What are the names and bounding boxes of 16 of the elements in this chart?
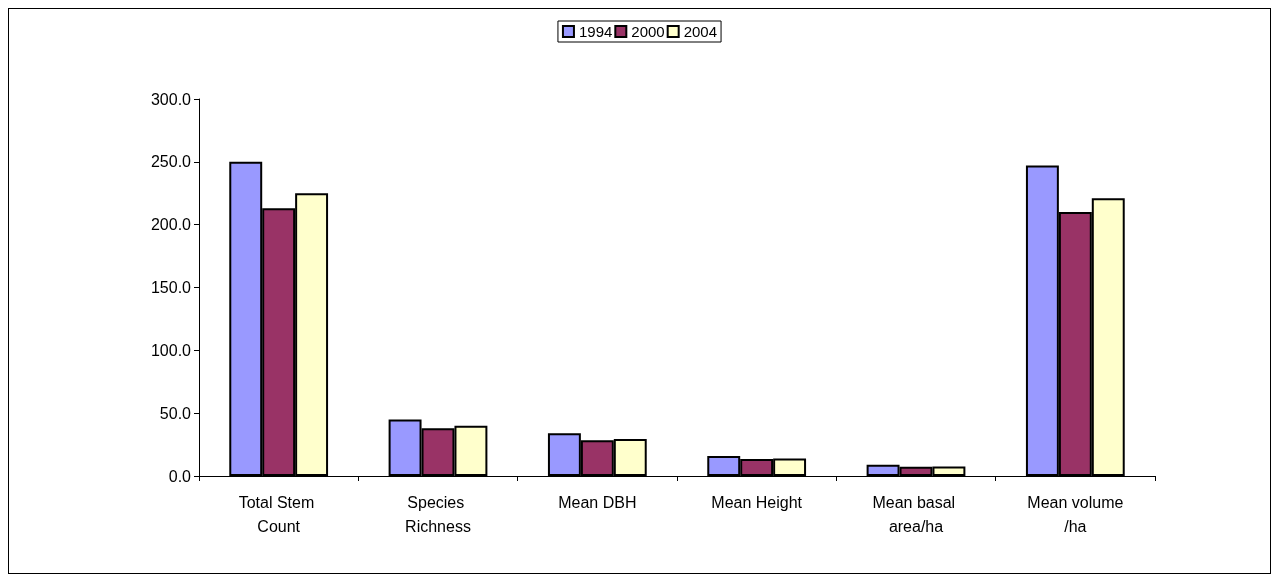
y-tick-label: 100.0 — [150, 341, 192, 359]
legend-label: 2004 — [683, 23, 718, 40]
y-tick-label: 200.0 — [150, 216, 192, 234]
legend-label: 1994 — [578, 23, 613, 40]
x-tick-label: Mean volume/ha — [1027, 493, 1124, 535]
y-tick-label: 250.0 — [150, 153, 192, 171]
x-tick-label: Species Richness — [405, 493, 471, 535]
x-tick-label: Mean DBH — [558, 493, 637, 511]
x-tick-label: Total Stem Count — [238, 493, 319, 535]
y-tick-label: 0.0 — [168, 467, 192, 485]
y-tick-label: 50.0 — [159, 404, 192, 422]
legend-label: 2000 — [631, 23, 665, 40]
x-tick-label: Mean basal area/ha — [872, 493, 960, 535]
y-tick-label: 300.0 — [150, 90, 192, 108]
y-tick-label: 150.0 — [150, 279, 192, 296]
x-tick-label: Mean Height — [711, 493, 803, 511]
